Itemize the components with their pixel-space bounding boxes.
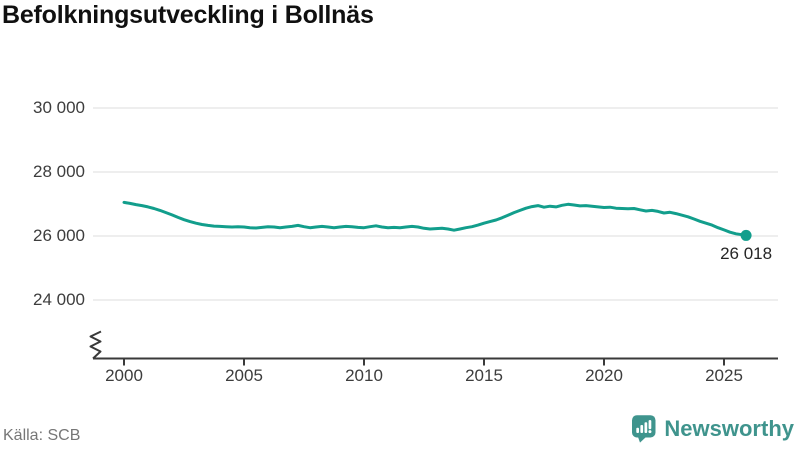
source-label: Källa: SCB: [3, 427, 81, 444]
x-tick-label: 2005: [225, 366, 263, 385]
population-line: [122, 200, 748, 237]
x-tick-label: 2025: [705, 366, 743, 385]
newsworthy-icon: [632, 415, 656, 443]
chart-title: Befolkningsutveckling i Bollnäs: [2, 1, 374, 29]
newsworthy-logo: Newsworthy: [631, 414, 794, 443]
gridlines: [93, 107, 778, 301]
last-point-dot: [740, 229, 752, 241]
y-tick-label: 30 000: [33, 98, 85, 117]
x-axis: [93, 357, 778, 366]
last-value-label: 26 018: [720, 244, 773, 264]
axis-break-icon: [89, 330, 102, 360]
y-tick-label: 26 000: [33, 226, 85, 245]
x-tick-label: 2010: [345, 366, 383, 385]
x-tick-label: 2000: [105, 366, 143, 385]
y-tick-label: 28 000: [33, 162, 85, 181]
newsworthy-wordmark: Newsworthy: [664, 415, 794, 441]
x-tick-label: 2020: [585, 366, 623, 385]
y-tick-label: 24 000: [33, 290, 85, 309]
x-tick-label: 2015: [465, 366, 503, 385]
